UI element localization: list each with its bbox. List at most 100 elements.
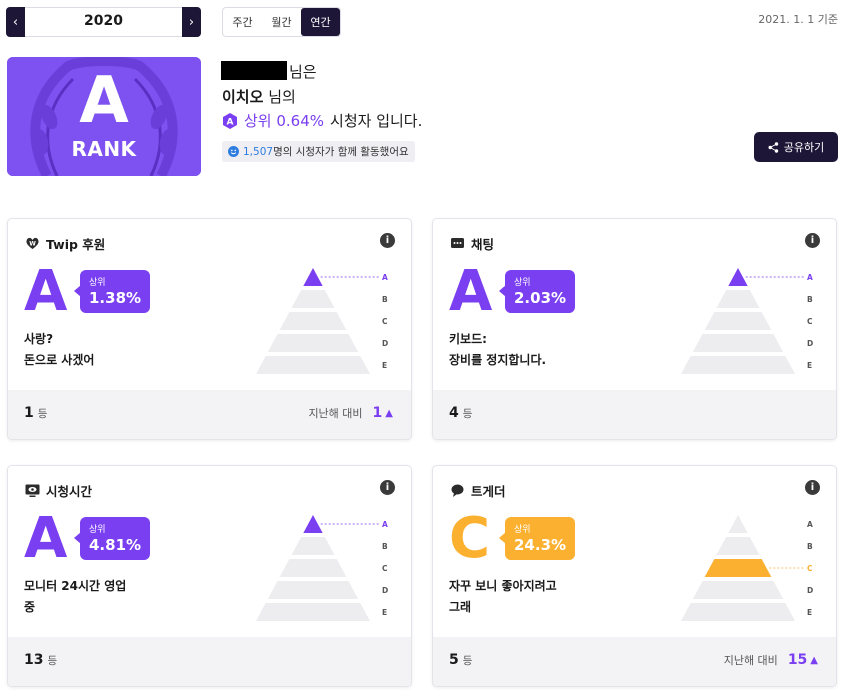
viewer-count-badge: 1,507 명의 시청자가 함께 활동했어요 (222, 141, 415, 162)
desc-line-1: 키보드: (449, 332, 487, 346)
grade-scale-label: C (807, 317, 813, 326)
grade-scale: A B C D E (382, 272, 392, 382)
pyramid-tier (303, 515, 323, 533)
grade-letter: A (24, 259, 68, 324)
grade-scale-label: D (382, 586, 389, 595)
top-label: 상위 (89, 278, 106, 288)
as-of-date: 2021. 1. 1 기준 (758, 13, 838, 26)
percent-value: 4.81% (89, 536, 142, 554)
top-label: 상위 (89, 525, 106, 535)
grade-scale-label: A (807, 520, 813, 529)
period-tabs: 주간 월간 연간 (222, 7, 341, 37)
pyramid-tier (692, 334, 784, 352)
rank-value: 13 등 (24, 652, 57, 668)
top-percent: 상위 0.64% (244, 112, 325, 130)
tab-weekly[interactable]: 주간 (232, 16, 253, 29)
card-title: Twip 후원 (46, 237, 106, 252)
monitor-eye-icon (24, 483, 40, 499)
grade-scale-label: C (807, 564, 813, 573)
compare-label: 지난해 대비 (308, 407, 363, 420)
top-percent-line: A 상위 0.64% 시청자 입니다. (222, 110, 422, 131)
rank-letter: A (79, 64, 129, 138)
info-icon[interactable]: i (805, 480, 820, 495)
card-twip-donation: W Twip 후원 i A 상위 1.38% 사랑? 돈으로 사겠어 A B C D E… (7, 218, 412, 440)
pyramid-tier (704, 312, 772, 330)
grade-scale-label: A (382, 273, 388, 282)
card-title: 채팅 (471, 237, 495, 252)
smile-icon (228, 146, 239, 157)
pyramid-tier (716, 537, 760, 555)
streamer-name: 이치오 (222, 88, 264, 106)
grade-scale: A B C D E (382, 519, 392, 629)
tab-yearly[interactable]: 연간 (301, 8, 340, 36)
rank-unit: 등 (47, 655, 58, 667)
grade-letter: C (449, 506, 491, 571)
pyramid-tier (279, 312, 347, 330)
grade-scale-label: C (382, 564, 388, 573)
desc-line-1: 모니터 24시간 영업 (24, 579, 127, 593)
streamer-suffix: 님의 (268, 88, 296, 106)
year-label: 2020 (84, 13, 123, 29)
compare-delta: 1 (372, 405, 383, 421)
card-description: 키보드: 장비를 정지합니다. (449, 329, 546, 371)
rank-a-icon: A (223, 112, 237, 129)
card-title: 트게더 (471, 484, 506, 499)
grade-scale-label: B (807, 542, 813, 551)
info-icon[interactable]: i (380, 233, 395, 248)
share-icon (768, 141, 778, 153)
desc-line-1: 자꾸 보니 좋아지려고 (449, 579, 557, 593)
grade-scale: A B C D E (807, 272, 817, 382)
pyramid-tier (716, 290, 760, 308)
grade-pyramid (256, 515, 396, 629)
grade-percent-bubble: 상위 24.3% (499, 517, 575, 560)
pyramid-tier (692, 581, 784, 599)
rank-unit: 등 (37, 408, 48, 420)
desc-line-2: 그래 (449, 600, 472, 614)
viewer-count-suffix: 명의 시청자가 함께 활동했어요 (273, 146, 409, 158)
svg-text:A: A (227, 117, 234, 127)
streamer-line: 이치오 님의 (222, 86, 296, 107)
pyramid-tier (704, 559, 772, 577)
share-button[interactable]: 공유하기 (754, 132, 838, 162)
pyramid-tier (291, 537, 335, 555)
grade-scale-label: D (382, 339, 389, 348)
laurel-background (7, 57, 201, 176)
username-suffix: 님은 (289, 63, 317, 81)
grade-scale-label: A (382, 520, 388, 529)
grade-pyramid (681, 515, 821, 629)
card-title-row: 채팅 (449, 234, 494, 253)
card-footer: 13 등 (8, 637, 411, 686)
card-description: 모니터 24시간 영업 중 (24, 576, 126, 618)
desc-line-1: 사랑? (24, 332, 54, 346)
tab-monthly[interactable]: 월간 (271, 16, 292, 29)
chevron-right-icon[interactable]: › (182, 7, 201, 37)
rank-number: 4 (449, 405, 459, 421)
grade-percent-bubble: 상위 4.81% (74, 517, 150, 560)
pyramid-tier (256, 603, 370, 621)
compare-delta: 15 (787, 652, 808, 668)
percent-value: 1.38% (89, 289, 142, 307)
pyramid-tier (267, 334, 359, 352)
card-title-row: 트게더 (449, 481, 506, 500)
pyramid-tier (256, 356, 370, 374)
year-over-year: 지난해 대비 15 ▲ (724, 652, 818, 668)
info-icon[interactable]: i (380, 480, 395, 495)
grade-scale-label: B (382, 542, 388, 551)
grade-scale-label: E (807, 608, 813, 617)
info-icon[interactable]: i (805, 233, 820, 248)
chevron-left-icon[interactable]: ‹ (6, 7, 25, 37)
arrow-up-icon: ▲ (810, 654, 818, 666)
share-label: 공유하기 (783, 141, 825, 154)
card-watch-time: 시청시간 i A 상위 4.81% 모니터 24시간 영업 중 A B C D E 13… (7, 465, 412, 687)
card-description: 자꾸 보니 좋아지려고 그래 (449, 576, 557, 618)
pyramid-tier (291, 290, 335, 308)
pyramid-tier (681, 356, 795, 374)
desc-line-2: 중 (24, 600, 36, 614)
percent-value: 24.3% (514, 536, 567, 554)
viewer-count: 1,507 (243, 145, 274, 158)
rank-badge: A RANK (7, 57, 201, 176)
pyramid-tier (303, 268, 323, 286)
